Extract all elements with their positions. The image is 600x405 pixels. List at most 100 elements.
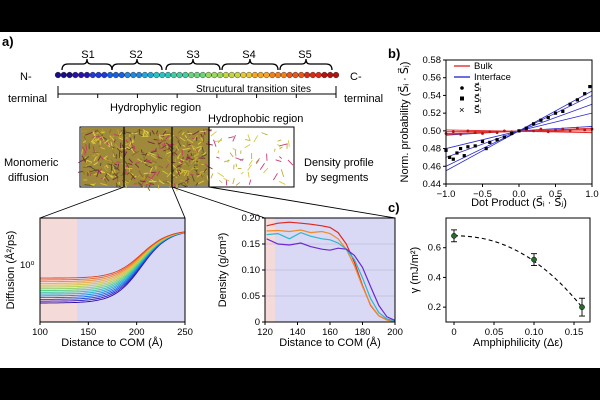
- simulation-snapshot: [78, 127, 294, 191]
- panel-a-label: a): [2, 34, 14, 49]
- bulk-point: [503, 129, 506, 132]
- bulk-point: [488, 130, 491, 133]
- snapshot-strand: [159, 148, 163, 149]
- bulk-point: [452, 130, 455, 133]
- bulk-point: [532, 129, 535, 132]
- bulk-point: [496, 131, 499, 134]
- bead: [252, 72, 258, 78]
- bead: [327, 72, 333, 78]
- c-curve: [451, 230, 585, 316]
- interface-point: [459, 147, 462, 150]
- bead: [154, 72, 160, 78]
- bead: [316, 72, 322, 78]
- bead: [67, 72, 73, 78]
- interface-point: [569, 103, 572, 106]
- bulk-point: [583, 129, 586, 132]
- bead: [96, 72, 102, 78]
- segment-label-s2: S2: [129, 49, 142, 61]
- bead: [258, 72, 264, 78]
- density-x-tick-label: 200: [387, 327, 403, 338]
- bead: [223, 72, 229, 78]
- bead: [177, 72, 183, 78]
- bead: [275, 72, 281, 78]
- legend-s1-label: S⃗ᵢ: [474, 81, 482, 94]
- density-y-tick-label: 0.15: [242, 239, 261, 250]
- b-y-tick-label: 0.58: [423, 55, 442, 66]
- bead: [246, 72, 252, 78]
- b-y-tick-label: 0.56: [423, 73, 442, 84]
- bead: [171, 72, 177, 78]
- bead: [217, 72, 223, 78]
- interface-point: [561, 110, 564, 113]
- c-data-point: [531, 257, 536, 262]
- interface-point: [539, 119, 542, 122]
- bead: [113, 72, 119, 78]
- interface-point: [576, 98, 579, 101]
- legend-bulk-label: Bulk: [474, 61, 493, 72]
- c-x-label: Amphiphilicity (Δε): [473, 337, 563, 349]
- interface-point: [588, 85, 591, 88]
- bead: [188, 72, 194, 78]
- interface-point: [525, 127, 528, 130]
- bead: [107, 72, 113, 78]
- bead: [269, 72, 275, 78]
- bead: [136, 72, 142, 78]
- bulk-point: [547, 130, 550, 133]
- legend-x-marker: ×: [459, 105, 465, 116]
- snapshot-strand: [191, 161, 192, 164]
- bulk-point: [481, 132, 484, 135]
- zoom-connectors: [40, 187, 395, 218]
- segment-label-s5: S5: [298, 49, 311, 61]
- density-x-label: Distance to COM (Å): [279, 336, 380, 349]
- b-y-tick-label: 0.48: [423, 144, 442, 155]
- bead: [183, 72, 189, 78]
- b-x-label: Dot Product (S⃗ᵢ · S⃗ⱼ): [471, 195, 567, 209]
- snapshot-strand: [192, 153, 199, 154]
- bead: [200, 72, 206, 78]
- c-data-point: [451, 233, 456, 238]
- c-y-tick-label: 0.2: [428, 302, 441, 313]
- bulk-point: [467, 129, 470, 132]
- density-y-tick-label: 0.05: [242, 291, 261, 302]
- bead: [240, 72, 246, 78]
- bead: [55, 72, 61, 78]
- bead: [281, 72, 287, 78]
- segment-label-s3: S3: [186, 49, 199, 61]
- bulk-point: [459, 133, 462, 136]
- c-fit-curve: [454, 236, 582, 307]
- legend-interface-label: Interface: [474, 72, 511, 83]
- b-y-label: Norm. probability (S⃗ᵢ · S⃗ⱼ): [397, 62, 411, 183]
- interface-point: [452, 158, 455, 161]
- c-y-label: γ (mJ/m²): [409, 247, 421, 293]
- monomeric-label-line1: Monomeric: [4, 157, 59, 169]
- legend-dot-marker: [460, 86, 464, 90]
- density-y-tick-label: 0.20: [242, 213, 261, 224]
- bead: [229, 72, 235, 78]
- hydrophylic-region-label: Hydrophylic region: [110, 102, 201, 114]
- c-x-tick-label: 0.15: [565, 327, 584, 338]
- interface-point: [488, 141, 491, 144]
- bulk-point: [561, 128, 564, 131]
- n-terminal-label-line2: terminal: [8, 93, 47, 105]
- bead: [159, 72, 165, 78]
- interface-point: [448, 156, 451, 159]
- bead: [235, 72, 241, 78]
- bulk-point: [569, 129, 572, 132]
- interface-point: [496, 138, 499, 141]
- b-y-tick-label: 0.46: [423, 161, 442, 172]
- segment-label-s4: S4: [242, 49, 255, 61]
- bulk-point: [474, 131, 477, 134]
- density-y-ticks: 00.050.100.150.20: [242, 213, 266, 328]
- bulk-point: [540, 128, 543, 131]
- bead: [61, 72, 67, 78]
- bead: [211, 72, 217, 78]
- bead: [310, 72, 316, 78]
- segment-label-s1: S1: [81, 49, 94, 61]
- density-label-line2: by segments: [306, 172, 369, 184]
- bead: [322, 72, 328, 78]
- bulk-point: [576, 127, 579, 130]
- diffusion-x-label: Distance to COM (Å): [61, 336, 162, 349]
